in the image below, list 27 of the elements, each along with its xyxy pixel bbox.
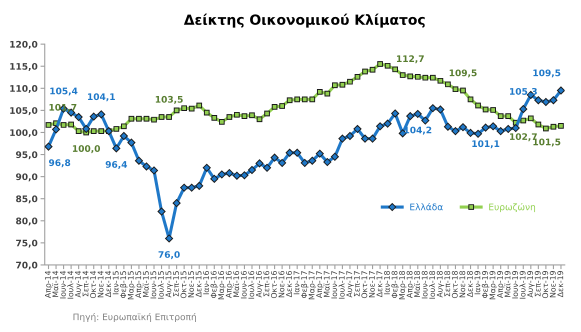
data-label: 96,8 <box>48 159 70 168</box>
data-label: 105,4 <box>50 88 78 96</box>
legend-label: Ελλάδα <box>410 202 443 210</box>
data-label: 109,5 <box>450 69 477 78</box>
y-tick-label: 95,0 <box>16 151 38 160</box>
data-label: 101,1 <box>472 140 500 148</box>
data-label: 104,1 <box>88 93 115 102</box>
y-tick-label: 115,0 <box>10 62 38 71</box>
y-tick-label: 80,0 <box>16 218 38 226</box>
data-label: 96,4 <box>106 161 128 170</box>
y-tick-label: 120,0 <box>10 40 38 49</box>
data-label: 112,7 <box>396 55 424 64</box>
y-tick-label: 90,0 <box>16 173 38 182</box>
data-label: 109,5 <box>533 69 560 78</box>
data-label: 100,0 <box>72 145 100 154</box>
legend-label: Ευρωζώνη <box>489 202 536 212</box>
data-label: 76,0 <box>158 251 180 260</box>
text: Πηγή: Ευρωπαϊκή Επιτροπή <box>74 312 196 322</box>
y-tick-label: 85,0 <box>16 195 38 204</box>
y-tick-label: 105,0 <box>10 107 38 116</box>
data-label: 103,5 <box>156 96 183 104</box>
y-tick-label: 110,0 <box>10 85 38 94</box>
y-tick-label: 70,0 <box>16 262 38 270</box>
y-tick-label: 75,0 <box>16 240 38 248</box>
chart-title: Δείκτης Οικονομικού Κλίματος <box>184 14 425 28</box>
data-label: 105,3 <box>510 88 537 96</box>
y-tick-label: 100,0 <box>10 129 38 138</box>
